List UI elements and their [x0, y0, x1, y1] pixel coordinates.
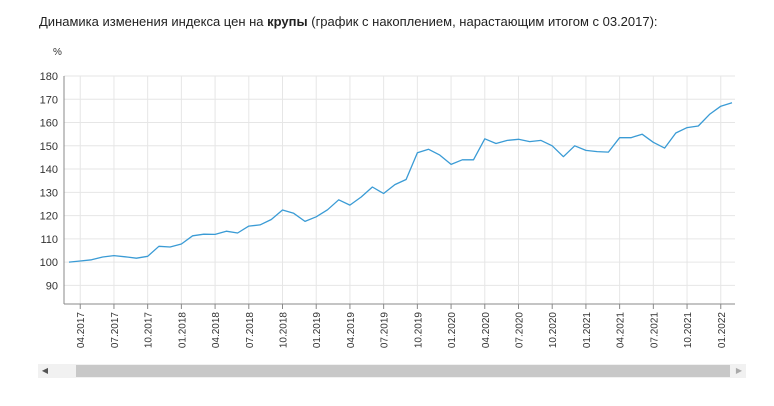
x-tick-label: 04.2019 [346, 312, 357, 349]
x-tick-label: 01.2020 [447, 312, 458, 349]
y-tick-label: 110 [40, 234, 58, 246]
x-tick-label: 10.2017 [144, 312, 155, 349]
scroll-left-arrow-icon[interactable]: ◀ [41, 366, 49, 375]
line-chart: 90 100 110 120 130 140 150 160 170 180 04.2017 07.2… [40, 71, 735, 349]
y-tick-label: 120 [40, 211, 58, 223]
horizontal-scrollbar[interactable]: ◀ ▶ [38, 364, 746, 378]
y-tick-label: 180 [40, 71, 58, 83]
scroll-right-arrow-icon[interactable]: ▶ [735, 366, 743, 375]
y-axis-unit-label: % [53, 47, 62, 58]
x-tick-label: 04.2018 [211, 312, 222, 349]
x-tick-label: 01.2019 [312, 312, 323, 349]
x-tick-label: 10.2021 [683, 312, 694, 349]
x-tick-label: 07.2021 [649, 312, 660, 349]
y-tick-label: 160 [40, 118, 58, 130]
title-bold: крупы [267, 14, 308, 29]
y-tick-label: 150 [40, 141, 58, 153]
x-tick-label: 01.2021 [582, 312, 593, 349]
x-tick-label: 07.2018 [245, 312, 256, 349]
x-tick-label: 10.2019 [413, 312, 424, 349]
x-tick-label: 04.2021 [616, 312, 627, 349]
series-line [68, 102, 733, 263]
x-tick-label: 07.2020 [514, 312, 525, 349]
x-tick-label: 01.2022 [717, 312, 728, 349]
y-tick-label: 170 [40, 94, 58, 106]
x-tick-label: 04.2020 [481, 312, 492, 349]
y-tick-label: 90 [46, 280, 58, 292]
x-tick-label: 07.2019 [380, 312, 391, 349]
chart-title: Динамика изменения индекса цен на крупы … [39, 14, 658, 29]
x-tick-label: 04.2017 [76, 312, 87, 349]
y-tick-label: 100 [40, 257, 58, 269]
y-tick-label: 140 [40, 164, 58, 176]
title-prefix: Динамика изменения индекса цен на [39, 14, 268, 29]
scroll-thumb[interactable] [76, 365, 730, 377]
y-tick-label: 130 [40, 187, 58, 199]
x-tick-label: 10.2020 [548, 312, 559, 349]
title-suffix: (график с накоплением, нарастающим итого… [307, 14, 658, 29]
x-tick-label: 10.2018 [279, 312, 290, 349]
x-tick-label: 07.2017 [110, 312, 121, 349]
x-tick-label: 01.2018 [177, 312, 188, 349]
